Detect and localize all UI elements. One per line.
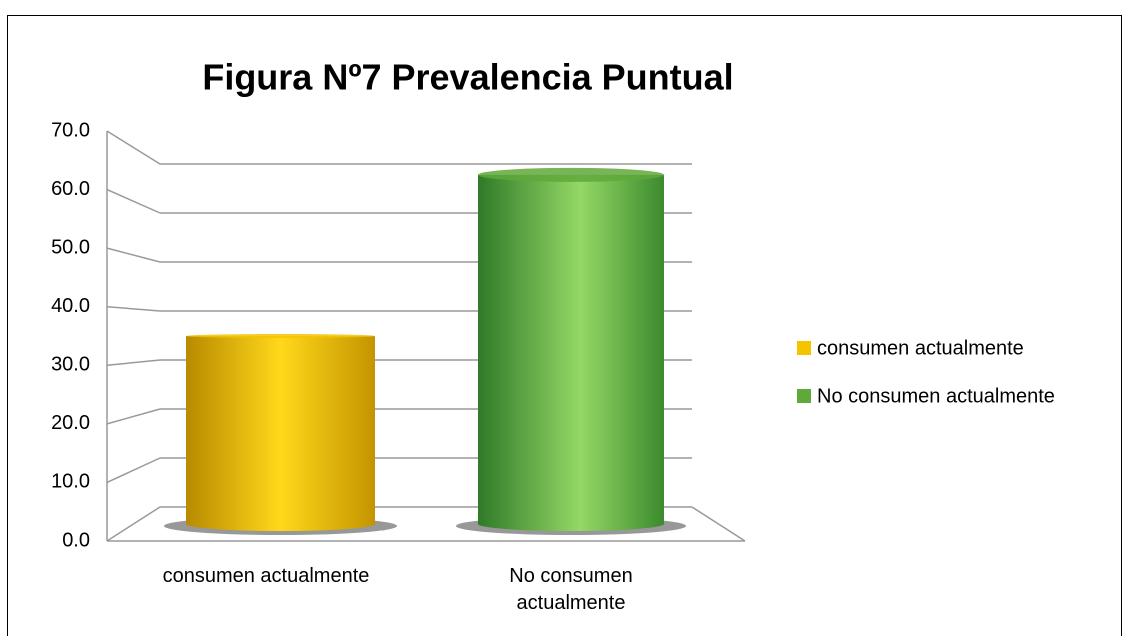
legend-label: consumen actualmente bbox=[817, 337, 1024, 359]
y-tick-label: 70.0 bbox=[51, 119, 90, 141]
axes bbox=[107, 506, 746, 542]
tick-diagonal bbox=[106, 359, 161, 367]
bar bbox=[478, 174, 664, 524]
y-tick-label: 50.0 bbox=[51, 236, 90, 258]
floor-right bbox=[691, 506, 746, 542]
bar-top bbox=[478, 167, 664, 182]
tick-diagonal bbox=[106, 506, 161, 542]
y-tick-label: 0.0 bbox=[62, 529, 90, 551]
chart-title: Figura Nº7 Prevalencia Puntual bbox=[202, 57, 733, 98]
tick-diagonal bbox=[106, 305, 161, 312]
x-tick-label: No consumen actualmente bbox=[509, 565, 633, 614]
y-tick-label: 60.0 bbox=[51, 178, 90, 200]
legend-swatch bbox=[797, 389, 811, 403]
y-tick-label: 30.0 bbox=[51, 354, 90, 376]
tick-diagonal bbox=[106, 408, 161, 425]
y-tick-label: 10.0 bbox=[51, 471, 90, 493]
bar bbox=[186, 336, 375, 524]
tick-diagonal bbox=[106, 457, 161, 484]
x-tick-label: consumen actualmente bbox=[162, 565, 370, 587]
tick-diagonal bbox=[106, 247, 161, 263]
bar-top bbox=[186, 334, 375, 338]
y-tick-label: 40.0 bbox=[51, 295, 90, 317]
tick-diagonal bbox=[106, 130, 161, 165]
chart-border bbox=[7, 15, 1122, 636]
legend-swatch bbox=[797, 341, 811, 355]
tick-diagonal bbox=[106, 188, 161, 214]
y-tick-label: 20.0 bbox=[51, 412, 90, 434]
legend-label: No consumen actualmente bbox=[817, 385, 1055, 407]
